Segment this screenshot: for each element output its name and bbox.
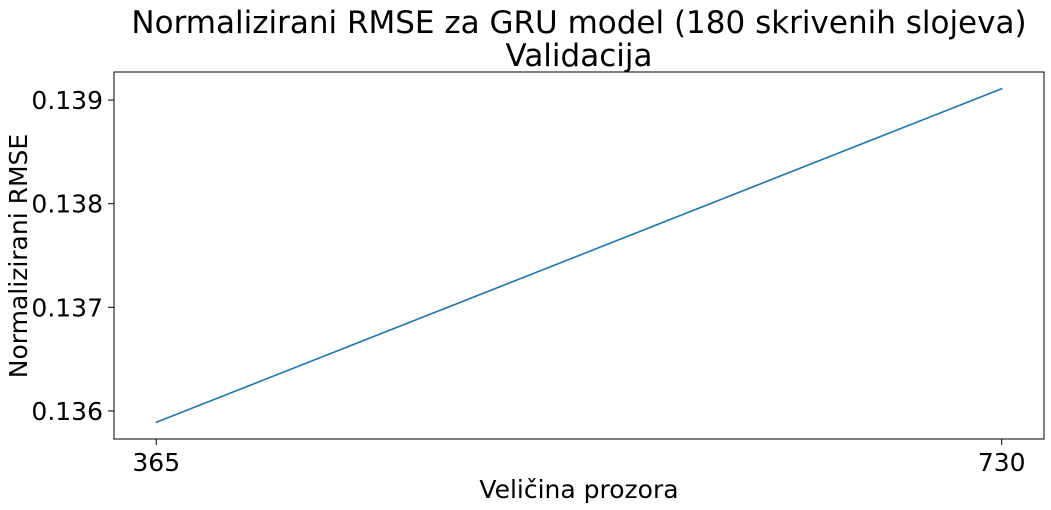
- x-tick-label: 730: [978, 448, 1026, 477]
- data-point: [155, 421, 158, 424]
- y-axis-label: Normalizirani RMSE: [4, 134, 33, 378]
- series-line: [156, 87, 1002, 424]
- x-tick-label: 365: [132, 448, 180, 477]
- chart-subtitle: Validacija: [506, 38, 653, 74]
- y-tick-label: 0.139: [31, 86, 103, 115]
- x-axis-label: Veličina prozora: [479, 475, 678, 504]
- series-group: [155, 87, 1003, 424]
- y-axis-ticks: 0.136 0.137 0.138 0.139: [31, 86, 114, 426]
- y-tick-label: 0.136: [31, 397, 103, 426]
- x-axis-ticks: 365 730: [132, 439, 1026, 477]
- chart-title: Normalizirani RMSE za GRU model (180 skr…: [131, 5, 1026, 41]
- plot-frame: [113, 71, 1045, 440]
- y-tick-label: 0.138: [31, 190, 103, 219]
- y-tick-label: 0.137: [31, 293, 103, 322]
- data-point: [1000, 87, 1003, 90]
